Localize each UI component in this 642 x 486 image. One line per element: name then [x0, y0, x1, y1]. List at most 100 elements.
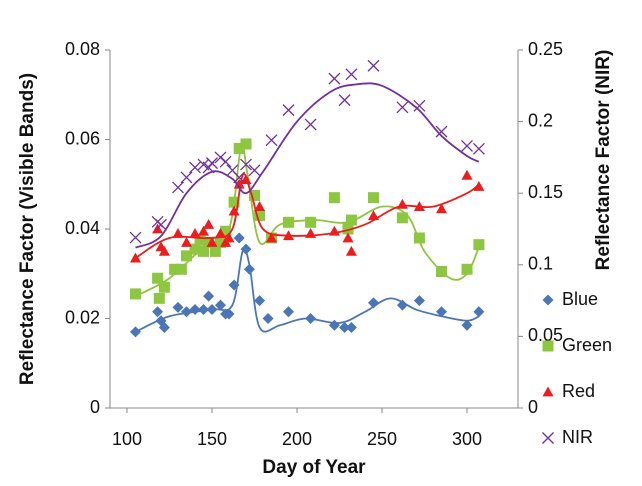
point [338, 94, 351, 107]
point [189, 161, 201, 174]
point [180, 171, 193, 184]
point [206, 304, 218, 316]
point [215, 299, 226, 311]
point [206, 236, 218, 247]
point [473, 306, 485, 318]
point [223, 308, 235, 320]
x-tick-label: 300 [452, 429, 482, 449]
point [368, 297, 379, 309]
point [155, 218, 167, 231]
point [181, 250, 192, 262]
point [435, 125, 448, 138]
y2-tick-label: 0 [528, 397, 538, 417]
point [305, 313, 317, 324]
point [172, 301, 184, 313]
y2-tick-label: 0.05 [528, 325, 563, 345]
point [130, 288, 141, 300]
point [436, 266, 447, 278]
x-tick-label: 100 [112, 429, 142, 449]
point [189, 304, 201, 316]
y2-tick-label: 0.1 [528, 254, 553, 274]
point [345, 245, 357, 256]
point [248, 164, 261, 177]
point [172, 227, 184, 238]
point [152, 306, 164, 318]
point [283, 230, 294, 241]
point [304, 118, 317, 131]
point [240, 138, 252, 150]
point [209, 245, 221, 257]
legend-label: NIR [562, 427, 593, 447]
point [413, 201, 425, 212]
point [198, 225, 209, 236]
legend-marker [542, 294, 554, 306]
point [262, 313, 274, 324]
point [367, 59, 380, 72]
point [129, 231, 142, 244]
legend-marker [542, 340, 554, 352]
point [461, 263, 473, 275]
point [228, 205, 240, 216]
point [368, 192, 379, 204]
point [461, 319, 473, 331]
point [368, 210, 379, 220]
y-tick-label: 0.06 [65, 128, 100, 148]
x-tick-label: 150 [197, 429, 227, 449]
legend-marker [542, 386, 554, 397]
point [194, 234, 206, 246]
point [339, 321, 351, 333]
point [342, 223, 354, 235]
point [473, 180, 485, 191]
point [158, 245, 170, 256]
point [396, 299, 408, 311]
point [158, 321, 170, 333]
point [413, 99, 426, 112]
trend-line [135, 82, 480, 249]
point [328, 225, 340, 236]
point [413, 295, 425, 307]
point [240, 243, 252, 255]
y-tick-label: 0 [90, 397, 100, 417]
y2-tick-label: 0.25 [528, 39, 563, 59]
point [254, 201, 266, 212]
point [472, 142, 485, 155]
point [266, 232, 277, 243]
point [461, 169, 473, 180]
point [396, 101, 409, 114]
point [169, 263, 181, 275]
trend-line [135, 173, 480, 259]
point [249, 189, 260, 201]
point [153, 292, 165, 304]
point [203, 290, 215, 302]
point [181, 236, 192, 247]
y2-tick-label: 0.15 [528, 182, 563, 202]
point [130, 252, 141, 263]
point [436, 203, 447, 214]
point [189, 243, 201, 255]
point [345, 214, 357, 226]
point [345, 321, 357, 333]
point [203, 219, 215, 229]
point [328, 319, 340, 331]
point [243, 263, 255, 275]
point [172, 181, 184, 194]
x-tick-label: 250 [367, 429, 397, 449]
point [283, 216, 294, 228]
point [436, 306, 447, 318]
legend-label: Red [562, 381, 595, 401]
point [396, 212, 408, 224]
point [175, 263, 187, 275]
x-axis-label: Day of Year [262, 457, 366, 478]
point [233, 142, 245, 154]
point [473, 239, 485, 251]
x-tick-label: 200 [282, 429, 312, 449]
point [345, 68, 358, 81]
point [228, 196, 240, 208]
point [181, 306, 192, 318]
point [233, 178, 245, 189]
point [461, 139, 473, 152]
point [215, 236, 226, 248]
point [198, 245, 209, 257]
point [282, 104, 295, 117]
